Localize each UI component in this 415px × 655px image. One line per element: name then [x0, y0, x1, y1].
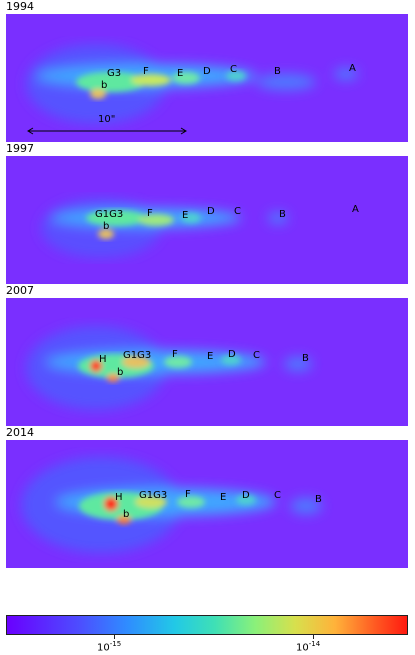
panel-year-1997: 1997 — [6, 142, 34, 155]
knot-label: D — [228, 349, 236, 360]
knot-label: C — [274, 490, 281, 501]
knot-label: B — [279, 209, 286, 220]
knot-label: E — [182, 210, 189, 221]
knot-label: E — [207, 351, 214, 362]
knot-label: F — [147, 208, 153, 219]
colorbar-tick — [313, 635, 314, 639]
colorbar — [6, 615, 408, 635]
emission-map-1994 — [26, 44, 358, 124]
emission-map-1997 — [41, 198, 288, 258]
scale-bar — [27, 127, 187, 135]
knot-label: G1G3 — [139, 490, 168, 501]
knot-label: H — [115, 492, 123, 503]
knot-label: B — [315, 494, 322, 505]
knot-label: b — [117, 367, 124, 378]
scale-bar-label: 10" — [98, 114, 116, 125]
knot-label: B — [302, 353, 309, 364]
panel-year-2007: 2007 — [6, 284, 34, 297]
knot-label: H — [99, 354, 107, 365]
image-panel-1997: G1G3 b F E D C B A — [6, 156, 408, 284]
image-panel-2007: H G1G3 b F E D C B — [6, 298, 408, 426]
knot-label: C — [253, 350, 260, 361]
knot-label: A — [349, 63, 356, 74]
knot-label: b — [101, 80, 108, 91]
knot-label: C — [230, 64, 237, 75]
knot-label: E — [177, 68, 184, 79]
knot-label: B — [274, 66, 281, 77]
colorbar-tick — [114, 635, 115, 639]
colorbar-tick-label: 10-15 — [97, 640, 122, 654]
knot-label: F — [143, 66, 149, 77]
colorbar-tick-label: 10-14 — [296, 640, 321, 654]
knot-label: G3 — [107, 68, 122, 79]
emission-map-2014 — [21, 457, 322, 553]
image-panel-2014: H G1G3 b F E D C B — [6, 440, 408, 568]
knot-label: F — [172, 349, 178, 360]
knot-label: G1G3 — [95, 209, 124, 220]
panel-year-2014: 2014 — [6, 426, 34, 439]
knot-label: b — [123, 509, 130, 520]
knot-label: D — [207, 206, 215, 217]
knot-label: A — [352, 204, 359, 215]
knot-label: D — [242, 490, 250, 501]
knot-label: G1G3 — [123, 350, 152, 361]
knot-label: C — [234, 206, 241, 217]
knot-label: E — [220, 492, 227, 503]
panel-year-1994: 1994 — [6, 0, 34, 13]
knot-label: b — [103, 221, 110, 232]
knot-label: F — [185, 489, 191, 500]
emission-map-2007 — [26, 326, 312, 410]
image-panel-1994: G3 b F E D C B A 10" — [6, 14, 408, 142]
knot-label: D — [203, 66, 211, 77]
